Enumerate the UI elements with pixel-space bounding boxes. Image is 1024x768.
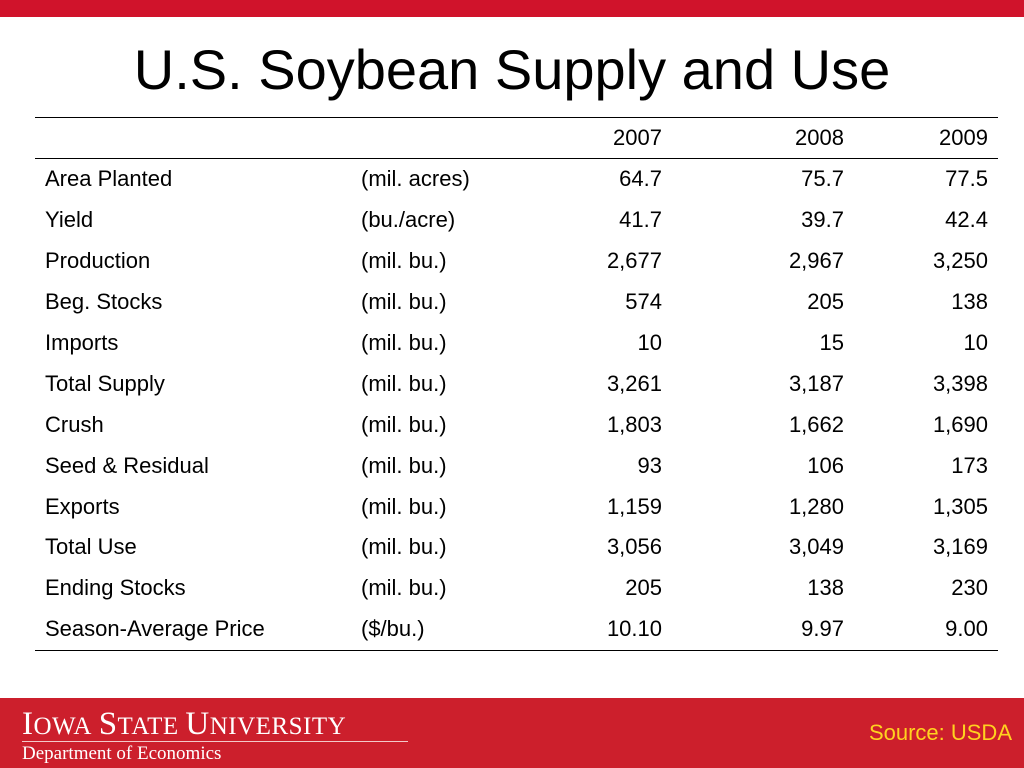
row-unit: (mil. acres): [361, 166, 470, 192]
row-value: 2,677: [606, 248, 662, 274]
table-row: Season-Average Price ($/bu.) 10.10 9.97 9.00: [35, 609, 998, 651]
logo-divider: [22, 741, 408, 742]
row-unit: (mil. bu.): [361, 248, 447, 274]
row-value: 75.7: [801, 166, 844, 192]
row-unit: (mil. bu.): [361, 534, 447, 560]
row-value: 205: [625, 575, 662, 601]
row-label: Ending Stocks: [45, 575, 186, 601]
department-name: Department of Economics: [22, 743, 222, 764]
row-value: 41.7: [619, 207, 662, 233]
row-label: Total Use: [45, 534, 137, 560]
row-label: Total Supply: [45, 370, 165, 396]
row-value: 1,159: [606, 493, 662, 519]
row-label: Seed & Residual: [45, 452, 209, 478]
header-year-2009: 2009: [939, 125, 988, 150]
row-value: 77.5: [945, 166, 988, 192]
table-row: Yield (bu./acre) 41.7 39.7 42.4: [35, 200, 998, 241]
slide-title: U.S. Soybean Supply and Use: [133, 38, 891, 101]
row-value: 39.7: [801, 207, 844, 233]
row-value: 93: [637, 452, 662, 478]
row-unit: (mil. bu.): [361, 370, 447, 396]
footer-bar: IOWA STATE UNIVERSITY Department of Econ…: [0, 698, 1024, 768]
row-value: 3,187: [788, 370, 844, 396]
row-value: 10: [637, 330, 662, 355]
row-value: 230: [951, 575, 988, 601]
row-value: 173: [951, 452, 988, 478]
row-value: 3,261: [606, 370, 662, 396]
row-label: Season-Average Price: [45, 616, 265, 642]
row-label: Imports: [45, 330, 119, 355]
row-label: Crush: [45, 411, 104, 437]
supply-use-table-container: 2007 2008 2009 Area Planted (mil. acres) 6…: [35, 117, 998, 651]
iowa-state-university-logo: IOWA STATE UNIVERSITY: [22, 706, 347, 742]
row-value: 3,250: [932, 248, 988, 274]
row-unit: (mil. bu.): [361, 330, 447, 355]
table-row: Beg. Stocks (mil. bu.) 574 205 138: [35, 282, 998, 323]
header-unit-cell: [351, 118, 521, 159]
table-row: Seed & Residual (mil. bu.) 93 106 173: [35, 445, 998, 486]
row-label: Production: [45, 248, 151, 274]
table-header-row: 2007 2008 2009: [35, 117, 998, 159]
row-value: 2,967: [788, 248, 844, 274]
table-row: Production (mil. bu.) 2,677 2,967 3,250: [35, 241, 998, 282]
row-value: 10.10: [606, 616, 662, 642]
row-unit: (bu./acre): [361, 207, 456, 233]
row-value: 1,662: [788, 411, 844, 437]
header-year-2008: 2008: [795, 125, 844, 150]
source-note: Source: USDA: [868, 720, 1012, 745]
row-value: 3,056: [606, 534, 662, 560]
row-value: 1,305: [932, 493, 988, 519]
row-unit: ($/bu.): [361, 616, 425, 642]
table-row: Ending Stocks (mil. bu.) 205 138 230: [35, 568, 998, 609]
row-value: 9.97: [801, 616, 844, 642]
row-unit: (mil. bu.): [361, 411, 447, 437]
header-label-cell: [35, 118, 351, 159]
table-row: Imports (mil. bu.) 10 15 10: [35, 323, 998, 364]
row-value: 9.00: [945, 616, 988, 642]
row-value: 10: [963, 330, 988, 355]
row-value: 138: [807, 575, 844, 601]
row-value: 106: [807, 452, 844, 478]
row-value: 1,690: [932, 411, 988, 437]
table-body: Area Planted (mil. acres) 64.7 75.7 77.5 Yiel…: [35, 159, 998, 651]
row-value: 64.7: [619, 166, 662, 192]
table-row: Total Supply (mil. bu.) 3,261 3,187 3,398: [35, 363, 998, 404]
row-value: 1,803: [606, 411, 662, 437]
row-value: 1,280: [788, 493, 844, 519]
table-row: Crush (mil. bu.) 1,803 1,662 1,690: [35, 404, 998, 445]
row-unit: (mil. bu.): [361, 493, 447, 519]
row-value: 3,169: [932, 534, 988, 560]
supply-use-table: 2007 2008 2009 Area Planted (mil. acres) 6…: [35, 117, 998, 651]
top-accent-bar: [0, 0, 1024, 17]
row-value: 3,049: [788, 534, 844, 560]
row-value: 574: [625, 289, 662, 315]
row-label: Yield: [45, 207, 94, 233]
row-value: 42.4: [945, 207, 988, 233]
table-row: Exports (mil. bu.) 1,159 1,280 1,305: [35, 486, 998, 527]
row-unit: (mil. bu.): [361, 575, 447, 601]
row-unit: (mil. bu.): [361, 289, 447, 315]
row-label: Beg. Stocks: [45, 289, 163, 315]
table-row: Area Planted (mil. acres) 64.7 75.7 77.5: [35, 159, 998, 200]
row-value: 3,398: [932, 370, 988, 396]
row-value: 15: [819, 330, 844, 355]
row-unit: (mil. bu.): [361, 452, 447, 478]
header-year-2007: 2007: [613, 125, 662, 150]
row-value: 205: [807, 289, 844, 315]
row-label: Area Planted: [45, 166, 173, 192]
row-value: 138: [951, 289, 988, 315]
table-row: Total Use (mil. bu.) 3,056 3,049 3,169: [35, 527, 998, 568]
row-label: Exports: [45, 493, 120, 519]
